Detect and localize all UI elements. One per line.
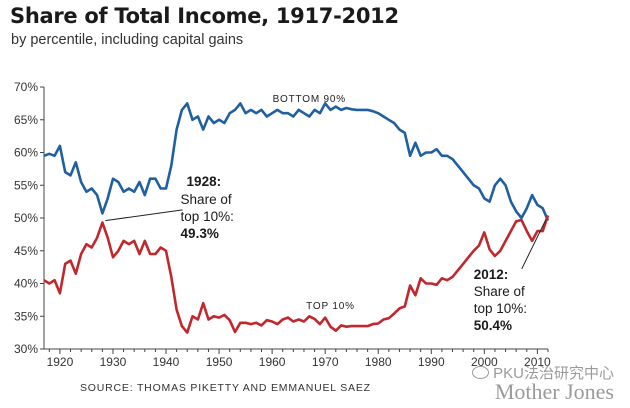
y-tick-label: 30% [14, 342, 38, 356]
y-tick-label: 45% [14, 244, 38, 258]
annotations: 1928: Share of top 10%: 49.3% 2012: Share of t… [105, 174, 547, 333]
watermark: PKU法治研究中心 Mother Jones [472, 362, 614, 405]
x-tick-label: 2000 [471, 355, 498, 369]
x-tick-label: 1920 [47, 355, 74, 369]
y-tick-label: 65% [14, 113, 38, 127]
series-line-0 [43, 102, 550, 222]
wechat-icon [472, 366, 490, 379]
y-tick-label: 50% [14, 211, 38, 225]
series-label-0: BOTTOM 90% [273, 94, 346, 105]
y-tick-label: 35% [14, 309, 38, 323]
annotation-leader-2012 [521, 219, 547, 270]
annotation-2012-line: Share of [474, 284, 525, 299]
series-labels: BOTTOM 90% TOP 10% [273, 94, 355, 312]
y-tick-label: 55% [14, 178, 38, 192]
x-tick-label: 1950 [206, 355, 233, 369]
chart-subtitle: by percentile, including capital gains [11, 32, 244, 48]
annotation-2012-value: 50.4% [474, 318, 512, 333]
x-tick-label: 1990 [418, 355, 445, 369]
series-line-1 [43, 214, 550, 334]
y-tick-label: 60% [14, 146, 38, 160]
annotation-1928-year: 1928: [187, 174, 222, 189]
x-tick-label: 1940 [153, 355, 180, 369]
series-lines [43, 102, 550, 334]
watermark-cn-text: PKU法治研究中心 [493, 365, 614, 382]
x-tick-label: 1960 [259, 355, 286, 369]
y-tick-label: 40% [14, 277, 38, 291]
chart-title: Share of Total Income, 1917-2012 [10, 4, 399, 28]
mother-jones-logo: Mother Jones [494, 379, 614, 404]
x-tick-label: 1930 [100, 355, 127, 369]
x-tick-label: 1980 [365, 355, 392, 369]
annotation-2012-line: top 10%: [474, 301, 527, 316]
annotation-1928-line: top 10%: [181, 209, 234, 224]
source-note: SOURCE: THOMAS PIKETTY AND EMMANUEL SAEZ [80, 382, 371, 394]
x-tick-label: 2010 [524, 355, 551, 369]
annotation-1928-line: Share of [181, 192, 232, 207]
annotation-2012-year: 2012: [474, 267, 509, 282]
x-tick-label: 1970 [312, 355, 339, 369]
y-tick-label: 70% [14, 80, 38, 94]
series-label-1: TOP 10% [306, 301, 355, 312]
annotation-leader-1928 [105, 209, 183, 222]
axes: 30% 35% 40% 45% 50% 55% 60% 65% 70% 1920 1930 1940 1… [14, 80, 551, 369]
annotation-1928-value: 49.3% [181, 226, 219, 241]
